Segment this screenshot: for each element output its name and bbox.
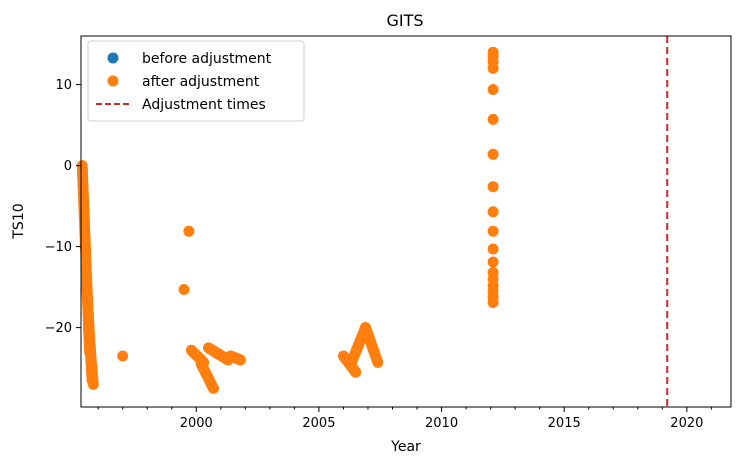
plot-area	[76, 35, 732, 408]
y-axis-label: TS10	[11, 203, 27, 239]
chart-title: GITS	[386, 11, 423, 30]
data-point	[487, 243, 499, 255]
data-point	[183, 225, 195, 237]
x-tick-label: 2020	[670, 416, 703, 431]
legend-marker-after	[107, 75, 119, 87]
data-point	[234, 354, 246, 366]
data-point	[117, 350, 129, 362]
y-tick-label: −20	[45, 321, 72, 336]
x-axis-label: Year	[390, 439, 421, 455]
data-point	[350, 366, 362, 378]
y-tick-label: 0	[64, 159, 72, 174]
data-point	[487, 62, 499, 74]
legend-label-after: after adjustment	[142, 74, 260, 90]
y-axis: −20 −10 0 10	[45, 78, 81, 336]
x-tick-label: 2000	[180, 416, 213, 431]
x-tick-label: 2005	[302, 416, 335, 431]
data-point	[372, 356, 384, 368]
y-tick-label: 10	[55, 78, 72, 93]
plot-border	[80, 35, 732, 408]
legend: before adjustment after adjustment Adjus…	[87, 40, 305, 122]
data-point	[487, 297, 499, 308]
data-point	[178, 284, 190, 295]
data-point	[487, 206, 499, 218]
legend-frame	[87, 40, 305, 122]
data-point	[487, 113, 499, 125]
legend-label-adjustment: Adjustment times	[142, 97, 266, 113]
data-point	[198, 356, 210, 368]
x-tick-label: 2010	[425, 416, 458, 431]
data-markers	[76, 46, 499, 394]
legend-marker-before	[107, 52, 119, 64]
data-point	[487, 181, 499, 193]
data-point	[87, 378, 99, 390]
x-axis: 2000 2005 2010 2015 2020	[97, 407, 712, 431]
data-point	[487, 84, 499, 95]
data-point	[487, 148, 499, 160]
data-point	[487, 225, 499, 237]
data-point	[487, 256, 499, 268]
y-tick-label: −10	[45, 240, 72, 255]
x-tick-label: 2015	[548, 416, 581, 431]
legend-label-before: before adjustment	[142, 51, 272, 67]
data-point	[208, 382, 219, 394]
